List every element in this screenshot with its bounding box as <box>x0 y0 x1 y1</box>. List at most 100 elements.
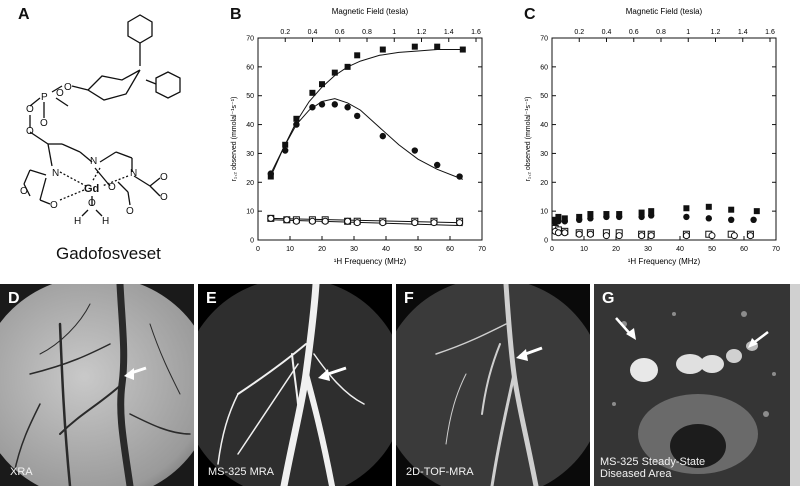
chart-c: 0 10 20 30 40 50 60 70 0 10 20 30 40 50 60 70 0.2 0.4 0.6 0… <box>525 7 780 266</box>
chart-b-ylabel: r₁,₂ observed (mmolal⁻¹s⁻¹) <box>231 97 238 182</box>
chart-c-top-axis-label: Magnetic Field (tesla) <box>626 7 703 16</box>
chart-c-point-filled-square <box>638 209 645 216</box>
chart-c-xtick-label: 0 <box>550 246 554 253</box>
chart-b-point-filled-square <box>293 115 300 122</box>
panel-c-letter: C <box>524 6 536 23</box>
chart-c-ylabel: r₁,₂ observed (mmolal⁻¹s⁻¹) <box>525 97 532 182</box>
chart-c-point-open-circle <box>638 232 646 240</box>
chart-b-toptick-label: 0.4 <box>308 29 318 36</box>
chart-c-toptick-label: 0.8 <box>656 29 666 36</box>
atom-o-r2: O <box>160 172 168 183</box>
chart-b-point-open-circle <box>430 219 438 227</box>
chart-b-point-filled-circle <box>309 104 316 111</box>
chart-b-point-filled-circle <box>434 161 441 169</box>
chart-c-point-open-circle <box>708 232 716 240</box>
chart-b-toptick-label: 1.6 <box>471 29 481 36</box>
atom-h2: H <box>102 216 109 227</box>
atom-gd: Gd <box>84 183 99 195</box>
chart-c-point-filled-square <box>753 208 760 215</box>
chart-b-point-filled-circle <box>379 132 386 140</box>
chart-c-ytick-label: 60 <box>540 64 548 71</box>
chart-b-point-open-circle <box>267 214 275 222</box>
chart-c-point-open-circle <box>682 232 690 240</box>
chart-b-ytick-label: 0 <box>250 238 254 245</box>
chart-b-point-open-circle <box>321 217 329 225</box>
chart-c-point-open-circle <box>647 232 655 240</box>
chart-b-point-filled-square <box>331 69 338 76</box>
gadofosveset-structure: O P O O O O N N N Gd O O O O O O O H H <box>20 14 181 227</box>
chart-b-ytick-label: 70 <box>246 36 254 43</box>
panel-b-letter: B <box>230 6 242 23</box>
chart-b-toptick-label: 1 <box>392 29 396 36</box>
chart-c-ytick-label: 40 <box>540 122 548 129</box>
chart-c-toptick-label: 0.4 <box>602 29 612 36</box>
chart-c-point-filled-square <box>648 208 655 215</box>
chart-b-point-filled-square <box>344 63 351 70</box>
chart-b-point-open-circle <box>353 219 361 227</box>
chart-b-point-filled-circle <box>282 147 289 154</box>
chart-c-point-open-circle <box>561 229 569 237</box>
panel-g-caption-2: Diseased Area <box>600 468 672 480</box>
chart-b-point-open-circle <box>292 217 300 225</box>
chart-c-point-filled-square <box>705 203 712 210</box>
chart-c-toptick-label: 0.2 <box>574 29 584 36</box>
chart-b-ytick-label: 60 <box>246 64 254 71</box>
chart-c-point-filled-circle <box>683 213 690 221</box>
chart-c-xtick-label: 50 <box>708 246 716 253</box>
chart-b-point-open-circle <box>344 217 352 225</box>
chart-c-point-filled-circle <box>750 216 757 223</box>
atom-n-left: N <box>52 168 59 179</box>
chart-b-point-open-circle <box>411 219 419 227</box>
panel-g-letter: G <box>602 290 615 307</box>
atom-o-ester: O <box>64 82 72 93</box>
chart-b-toptick-label: 0.2 <box>280 29 290 36</box>
chart-c-point-open-circle <box>615 232 623 240</box>
chart-b-point-filled-square <box>282 141 289 148</box>
atom-o-l1: O <box>20 186 28 197</box>
chart-c-point-filled-circle <box>728 216 735 223</box>
atom-o-p: O <box>56 88 64 99</box>
chart-b-top-axis-label: Magnetic Field (tesla) <box>332 7 409 16</box>
chart-c-point-open-circle <box>586 230 594 238</box>
chart-b-point-filled-circle <box>293 121 300 128</box>
chart-c-ytick-label: 0 <box>544 238 548 245</box>
chart-c-point-filled-square <box>683 205 690 212</box>
atom-o-water: O <box>88 198 96 209</box>
panel-a-letter: A <box>18 6 30 23</box>
chart-c-point-filled-circle <box>555 218 562 225</box>
chart-b-point-filled-square <box>354 52 361 59</box>
chart-c-point-filled-square <box>587 211 594 218</box>
chart-c-xtick-label: 30 <box>644 246 652 253</box>
chart-c-point-filled-square <box>728 206 735 213</box>
chart-b-point-filled-square <box>459 46 466 53</box>
chart-b-point-filled-circle <box>411 147 418 154</box>
atom-o-p2: O <box>26 104 34 115</box>
atom-o-r1: O <box>160 192 168 203</box>
chart-b-point-filled-circle <box>331 101 338 108</box>
panel-d-caption: XRA <box>10 466 33 478</box>
chart-b-point-filled-circle <box>318 101 326 108</box>
compound-name: Gadofosveset <box>56 244 161 263</box>
chart-c-xlabel: ¹H Frequency (MHz) <box>628 257 701 266</box>
chart-c-point-filled-circle <box>603 213 610 221</box>
chart-b-xtick-label: 70 <box>478 246 486 253</box>
panel-g-image: G MS-325 Steady-State Diseased Area <box>594 284 800 486</box>
chart-b-toptick-label: 1.2 <box>417 29 427 36</box>
chart-c-point-open-circle <box>554 229 562 237</box>
chart-b-point-open-circle <box>308 217 316 225</box>
chart-c-ytick-label: 10 <box>540 209 548 216</box>
atom-h1: H <box>74 216 81 227</box>
atom-o-link: O <box>26 126 34 137</box>
chart-b-fit-curve <box>270 98 463 180</box>
vessel-left <box>630 358 658 382</box>
chart-b-point-filled-circle <box>456 173 463 180</box>
chart-b-point-filled-square <box>434 43 441 50</box>
panel-e-caption: MS-325 MRA <box>208 466 275 478</box>
chart-c-point-filled-circle <box>616 213 623 221</box>
atom-n-right: N <box>130 168 137 179</box>
chart-b-point-filled-square <box>309 89 316 96</box>
chart-c-toptick-label: 1.6 <box>765 29 775 36</box>
panel-g-caption-1: MS-325 Steady-State <box>600 456 706 468</box>
chart-c-ytick-label: 20 <box>540 180 548 187</box>
chart-c-toptick-label: 1.4 <box>738 29 748 36</box>
